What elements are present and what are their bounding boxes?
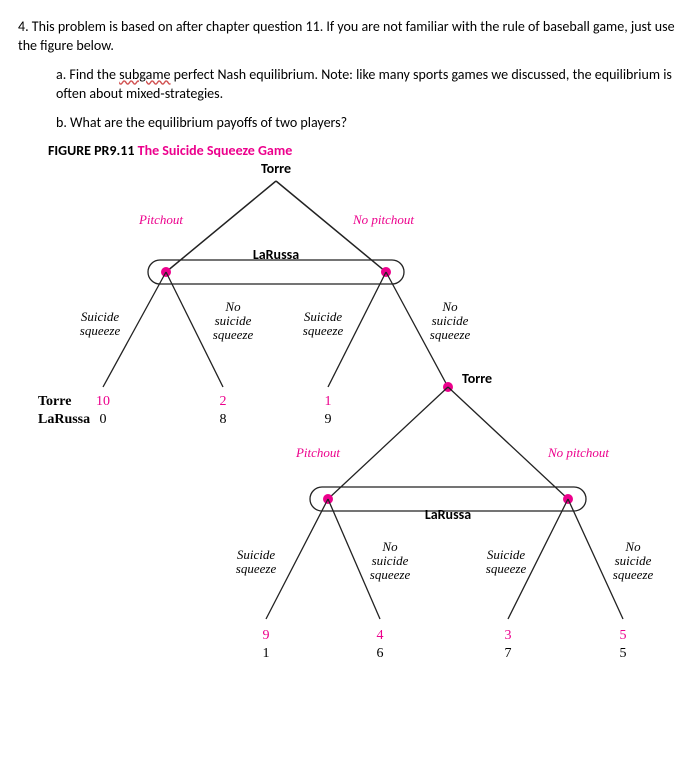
sp2b: 6 (377, 646, 384, 661)
sub-la-2: Nosuicidesqueeze (370, 539, 411, 582)
figure-label: FIGURE PR9.11 (48, 142, 134, 159)
sp1b: 1 (263, 646, 270, 661)
edge (328, 387, 448, 499)
la-act-3: Suicidesqueeze (303, 309, 344, 338)
game-tree: Torre Pitchout No pitchout LaRussa Suici… (18, 159, 682, 749)
sub-la-4: Nosuicidesqueeze (613, 539, 654, 582)
question-a: a. Find the subgame perfect Nash equilib… (18, 66, 682, 104)
sp4b: 5 (620, 646, 627, 661)
payoff-label-torre: Torre (38, 394, 71, 409)
info-set-top (148, 260, 404, 284)
p3t: 1 (325, 394, 332, 409)
sp2t: 4 (377, 628, 384, 643)
sub-la-3: Suicidesqueeze (486, 547, 527, 576)
p1t: 10 (96, 394, 110, 409)
figure-title: FIGURE PR9.11 The Suicide Squeeze Game (48, 142, 682, 159)
edge-label-nopitchout: No pitchout (352, 212, 414, 227)
sub-act-pitchout: Pitchout (295, 445, 340, 460)
player-top: Torre (261, 160, 291, 177)
sp1t: 9 (263, 628, 270, 643)
player-sub-torre: Torre (462, 370, 492, 387)
p2b: 8 (220, 412, 227, 427)
edge (448, 387, 568, 499)
la-act-2: Nosuicidesqueeze (213, 299, 254, 342)
player-larussa-top: LaRussa (253, 246, 299, 263)
edge (266, 499, 328, 619)
la-act-4: Nosuicidesqueeze (430, 299, 471, 342)
q-a-pre: a. Find the (56, 66, 119, 83)
q-a-key: subgame (119, 66, 170, 83)
sp3b: 7 (505, 646, 512, 661)
question-intro: 4. This problem is based on after chapte… (18, 18, 682, 56)
sub-act-nopitchout: No pitchout (547, 445, 609, 460)
figure-title-text: The Suicide Squeeze Game (138, 142, 293, 159)
la-act-1: Suicidesqueeze (80, 309, 121, 338)
player-sub-larussa: LaRussa (425, 506, 471, 523)
p2t: 2 (220, 394, 227, 409)
p3b: 9 (325, 412, 332, 427)
edge-label-pitchout: Pitchout (138, 212, 183, 227)
payoff-label-larussa: LaRussa (38, 412, 90, 427)
p1b: 0 (100, 412, 107, 427)
question-b: b. What are the equilibrium payoffs of t… (18, 114, 682, 133)
sub-la-1: Suicidesqueeze (236, 547, 277, 576)
sp4t: 5 (620, 628, 627, 643)
sp3t: 3 (505, 628, 512, 643)
